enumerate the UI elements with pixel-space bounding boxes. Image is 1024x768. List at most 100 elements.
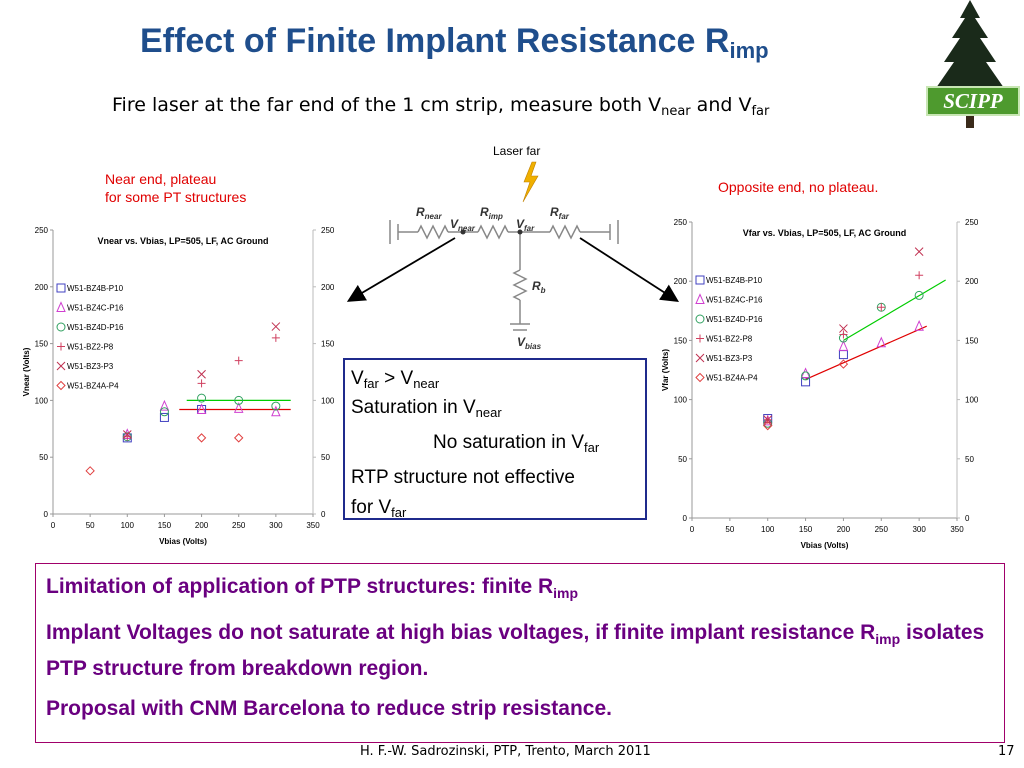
legend-entry: W51-BZ4A-P4 [706,374,758,383]
legend-entry: W51-BZ2-P8 [67,343,114,352]
chart-title: Vnear vs. Vbias, LP=505, LF, AC Ground [98,236,269,246]
x-tick-label: 250 [232,521,246,530]
x-tick-label: 200 [837,525,851,534]
y2-tick-label: 0 [321,510,326,519]
data-point [839,324,848,333]
legend-entry: W51-BZ4B-P10 [706,276,763,285]
y-tick-label: 100 [35,396,49,405]
data-point [915,271,924,280]
y-tick-label: 0 [44,510,49,519]
data-point [876,336,887,348]
fit-line [843,279,946,341]
y2-tick-label: 200 [965,277,979,286]
y2-tick-label: 150 [965,336,979,345]
y-tick-label: 50 [678,455,687,464]
y-tick-label: 100 [674,396,688,405]
box-line1: Vfar > Vnear [351,368,440,391]
legend-entry: W51-BZ4D-P16 [706,315,763,324]
slide-subtitle: Fire laser at the far end of the 1 cm st… [112,94,770,119]
legend-marker [56,301,66,312]
near-note: Near end, plateau for some PT structures [105,170,246,206]
data-point [839,330,848,339]
r-far-label: Rfar [550,205,570,221]
data-point [763,420,773,431]
legend-marker [56,380,66,391]
data-point [838,359,849,369]
data-point [271,401,281,411]
y-tick-label: 150 [35,340,49,349]
near-note-line2: for some PT structures [105,189,247,205]
legend-marker [56,361,66,371]
x-tick-label: 150 [158,521,172,530]
r-imp-label: Rimp [480,205,503,221]
y2-tick-label: 50 [965,455,974,464]
data-point [234,433,244,443]
x-tick-label: 200 [195,521,209,530]
y-tick-label: 50 [39,453,48,462]
legend-marker [695,314,705,324]
data-point [197,379,206,388]
data-point [196,433,207,443]
box-line2: Saturation in Vnear [351,397,502,420]
legend-entry: W51-BZ2-P8 [706,335,753,344]
data-point [914,247,924,256]
summary-box: Vfar > Vnear Saturation in Vnear No satu… [343,358,647,520]
data-point [122,430,132,439]
conclusion-p2: Implant Voltages do not saturate at high… [46,621,985,680]
data-point [271,333,280,342]
box-line4: RTP structure not effective [351,467,575,488]
y-tick-label: 150 [674,336,688,345]
data-point [801,371,811,381]
data-point [877,303,886,312]
x-tick-label: 50 [725,525,734,534]
fit-line [805,325,927,381]
y2-tick-label: 150 [321,340,335,349]
circuit-diagram: Laser far Rnear Vnear Rimp Vfar Rfar Rb … [389,144,619,351]
y2-tick-label: 250 [321,226,335,235]
r-b-label: Rb [532,279,546,295]
x-tick-label: 300 [269,521,283,530]
data-point [838,350,848,360]
data-point [914,319,924,331]
logo-text: SCIPP [926,86,1020,116]
v-near-label: Vnear [450,217,476,233]
x-tick-label: 150 [799,525,813,534]
legend-marker [695,353,705,363]
x-tick-label: 250 [875,525,889,534]
legend-marker [56,322,66,332]
x-tick-label: 100 [121,521,135,530]
v-far-label: Vfar [516,217,535,233]
y-axis-label: Vnear (Volts) [22,347,31,396]
y-tick-label: 200 [35,283,49,292]
legend-entry: W51-BZ4D-P16 [67,323,124,332]
x-axis-label: Vbias (Volts) [159,537,207,546]
data-point [271,405,281,417]
data-point [197,369,206,379]
data-point [159,399,170,411]
legend-marker [57,342,65,351]
data-point [762,414,773,426]
x-tick-label: 50 [86,521,95,530]
y-axis-label: Vfar (Volts) [661,349,670,391]
y2-tick-label: 100 [965,396,979,405]
y2-tick-label: 100 [321,396,335,405]
v-bias-label: Vbias [517,335,542,351]
conclusion-p3: Proposal with CNM Barcelona to reduce st… [46,697,612,720]
legend-entry: W51-BZ4C-P16 [67,304,124,313]
legend-entry: W51-BZ4C-P16 [706,296,763,305]
data-point [85,466,95,476]
data-point [233,402,244,413]
legend-marker [695,372,705,383]
near-note-line1: Near end, plateau [105,171,217,187]
far-note: Opposite end, no plateau. [718,179,879,195]
legend-marker [695,275,705,285]
y-tick-label: 200 [674,277,688,286]
x-tick-label: 0 [51,521,56,530]
y-tick-label: 0 [683,514,688,523]
data-point [234,356,243,365]
box-line3: No saturation in Vfar [433,432,600,455]
conclusion-box: Limitation of application of PTP structu… [35,563,1005,743]
x-tick-label: 350 [950,525,964,534]
